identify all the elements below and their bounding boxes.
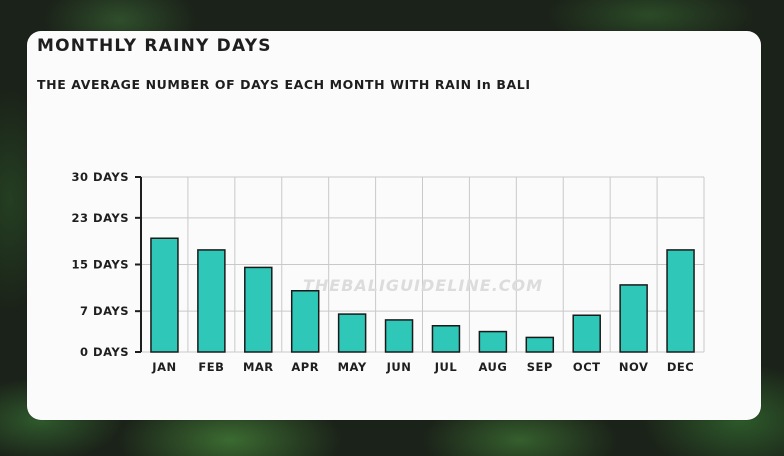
- page-title: MONTHLY RAINY DAYS: [37, 36, 272, 56]
- y-tick-label: 7 DAYS: [80, 304, 129, 318]
- x-tick-label: APR: [291, 360, 319, 374]
- y-tick-label: 0 DAYS: [80, 345, 129, 359]
- y-tick-label: 23 DAYS: [72, 211, 129, 225]
- x-tick-label: AUG: [478, 360, 507, 374]
- y-tick-label: 30 DAYS: [72, 170, 129, 184]
- chart-card: [27, 31, 761, 420]
- bar-feb: [197, 249, 226, 353]
- x-tick-label: NOV: [619, 360, 649, 374]
- bar-aug: [478, 330, 508, 353]
- x-tick-label: OCT: [573, 360, 601, 374]
- x-tick-label: MAR: [243, 360, 274, 374]
- grid: [141, 176, 705, 353]
- bar-mar: [244, 266, 273, 353]
- bar-dec: [666, 249, 695, 353]
- bar-may: [337, 313, 367, 353]
- chart-subtitle: THE AVERAGE NUMBER OF DAYS EACH MONTH WI…: [37, 77, 531, 92]
- watermark: THEBALIGUIDELINE.COM: [303, 276, 543, 295]
- bar-oct: [572, 314, 601, 353]
- x-tick-label: FEB: [198, 360, 224, 374]
- bars: [150, 237, 695, 353]
- bar-jun: [384, 319, 414, 353]
- bar-sep: [525, 336, 555, 353]
- x-tick-label: MAY: [338, 360, 367, 374]
- bar-nov: [619, 284, 648, 353]
- y-tick-label: 15 DAYS: [72, 258, 129, 272]
- x-tick-label: JAN: [151, 360, 176, 374]
- x-tick-label: JUL: [434, 360, 458, 374]
- bar-jul: [431, 325, 461, 353]
- x-tick-label: JUN: [386, 360, 412, 374]
- axes: 0 DAYS 7 DAYS 15 DAYS 23 DAYS 30 DAYS JAN FEB M…: [72, 170, 694, 374]
- bar-jan: [150, 237, 179, 353]
- x-tick-label: SEP: [527, 360, 553, 374]
- bar-apr: [290, 290, 320, 353]
- x-tick-label: DEC: [667, 360, 694, 374]
